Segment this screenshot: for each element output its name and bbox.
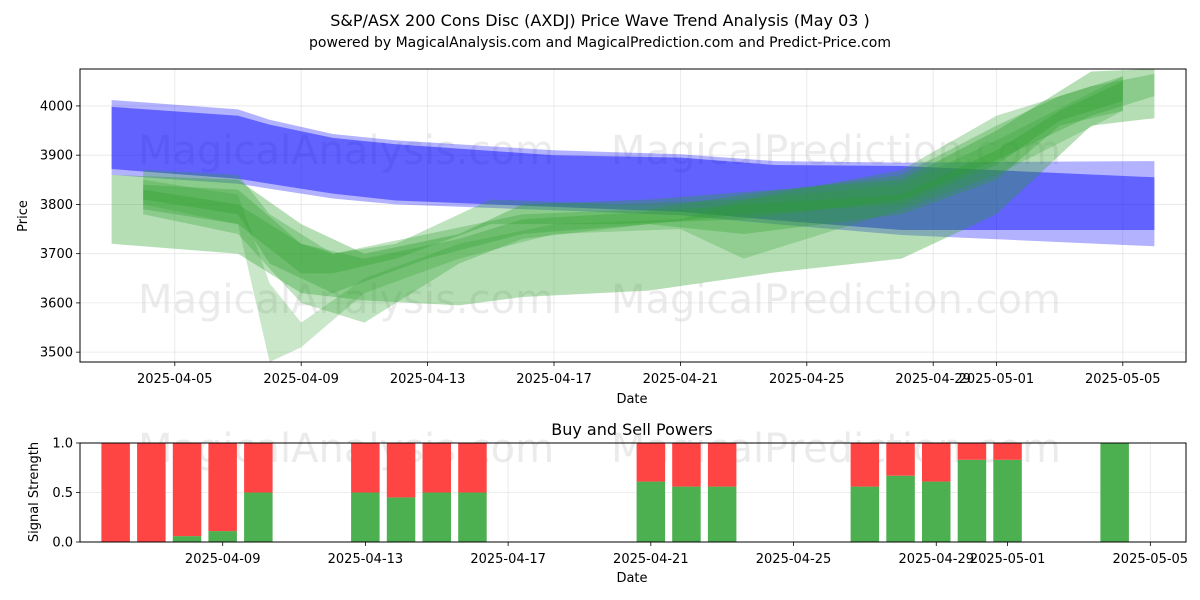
signal-x-tick-label: 2025-04-09: [185, 552, 261, 567]
buy-bar: [993, 459, 1022, 542]
signal-x-ticks: 2025-04-09 2025-04-13 2025-04-17 2025-04-21…: [185, 542, 1188, 567]
sell-bar: [208, 443, 237, 532]
signal-y-ticks: 0.0 0.5 1.0: [52, 437, 80, 551]
buy-bar: [422, 492, 451, 542]
price-gridlines: [80, 69, 1186, 362]
green-band-4: [143, 73, 1155, 274]
price-x-tick-label: 2025-05-01: [959, 372, 1035, 387]
sell-bar: [636, 443, 666, 482]
price-y-tick-label: 3800: [40, 198, 73, 213]
price-watermarks: MagicalAnalysis.com MagicalPrediction.co…: [138, 128, 1061, 323]
chart-title: S&P/ASX 200 Cons Disc (AXDJ) Price Wave …: [330, 11, 870, 30]
price-x-ticks: 2025-04-05 2025-04-09 2025-04-13 2025-04-17…: [137, 362, 1161, 387]
price-bands: [111, 69, 1155, 362]
buy-bar: [386, 497, 416, 542]
signal-y-tick-label: 1.0: [52, 437, 73, 452]
signal-x-label: Date: [616, 571, 647, 586]
signal-x-tick-label: 2025-04-21: [613, 552, 689, 567]
buy-bar: [172, 536, 202, 542]
blue-band-outer: [111, 100, 1155, 247]
buy-bar: [351, 492, 380, 542]
price-y-tick-label: 3500: [40, 346, 73, 361]
buy-bar: [458, 492, 487, 542]
price-x-tick-label: 2025-04-17: [516, 372, 592, 387]
watermark-3: MagicalAnalysis.com: [138, 277, 554, 323]
buy-bar: [208, 531, 237, 542]
buy-bar: [707, 486, 737, 542]
buy-bar: [672, 486, 701, 542]
price-x-tick-label: 2025-04-29: [895, 372, 971, 387]
sell-bar: [422, 443, 451, 493]
watermark-4: MagicalPrediction.com: [611, 277, 1061, 323]
buy-bar: [922, 481, 951, 542]
sell-bar: [886, 443, 915, 476]
sell-bar: [922, 443, 951, 482]
watermark-2: MagicalPrediction.com: [611, 128, 1061, 174]
buy-bar: [636, 481, 666, 542]
price-x-tick-label: 2025-04-13: [390, 372, 466, 387]
buy-bar: [886, 475, 915, 542]
green-band-1: [143, 81, 1123, 323]
sell-bar: [386, 443, 416, 498]
green-band-2: [143, 76, 1123, 294]
buy-bar: [957, 459, 987, 542]
signal-x-tick-label: 2025-04-13: [328, 552, 404, 567]
price-y-tick-label: 3600: [40, 296, 73, 311]
signal-y-tick-label: 0.5: [52, 486, 73, 501]
price-x-tick-label: 2025-04-25: [769, 372, 845, 387]
buy-bar: [850, 486, 880, 542]
price-plot-frame: [79, 68, 1187, 363]
price-x-tick-label: 2025-04-21: [643, 372, 719, 387]
sell-bar: [957, 443, 987, 460]
chart-subtitle: powered by MagicalAnalysis.com and Magic…: [309, 35, 891, 51]
price-y-label: Price: [16, 200, 31, 232]
price-x-tick-label: 2025-04-05: [137, 372, 213, 387]
signal-bars: [101, 443, 1129, 542]
price-x-tick-label: 2025-05-05: [1085, 372, 1161, 387]
price-plot-background: [80, 69, 1186, 362]
price-y-tick-label: 3700: [40, 247, 73, 262]
signal-x-tick-label: 2025-05-05: [1113, 552, 1189, 567]
signal-y-label: Signal Strength: [27, 442, 42, 542]
signal-x-tick-label: 2025-05-01: [970, 552, 1046, 567]
sell-bar: [993, 443, 1022, 460]
buy-bar: [1100, 443, 1129, 542]
buy-bar: [244, 492, 273, 542]
signal-x-tick-label: 2025-04-17: [470, 552, 546, 567]
price-chart: MagicalAnalysis.com MagicalPrediction.co…: [16, 68, 1187, 407]
price-y-tick-label: 3900: [40, 149, 73, 164]
sell-bar: [137, 443, 166, 542]
sell-bar: [850, 443, 880, 487]
blue-band-inner: [111, 106, 1155, 230]
signal-x-tick-label: 2025-04-29: [898, 552, 974, 567]
watermark-1: MagicalAnalysis.com: [138, 128, 554, 174]
green-band-wide: [111, 69, 1155, 306]
signal-x-tick-label: 2025-04-25: [756, 552, 832, 567]
price-y-tick-label: 4000: [40, 99, 73, 114]
price-y-ticks: 3500 3600 3700 3800 3900 4000: [40, 99, 80, 361]
sell-bar: [351, 443, 380, 493]
price-x-tick-label: 2025-04-09: [263, 372, 339, 387]
price-x-label: Date: [616, 392, 647, 407]
signal-chart: Buy and Sell Powers MagicalAnalysis.com …: [27, 420, 1188, 586]
sell-bar: [244, 443, 273, 493]
signal-y-tick-label: 0.0: [52, 536, 73, 551]
sell-bar: [101, 443, 130, 542]
sell-bar: [707, 443, 737, 487]
sell-bar: [458, 443, 487, 493]
signal-chart-title: Buy and Sell Powers: [551, 420, 713, 439]
sell-bar: [672, 443, 701, 487]
sell-bar: [172, 443, 202, 537]
